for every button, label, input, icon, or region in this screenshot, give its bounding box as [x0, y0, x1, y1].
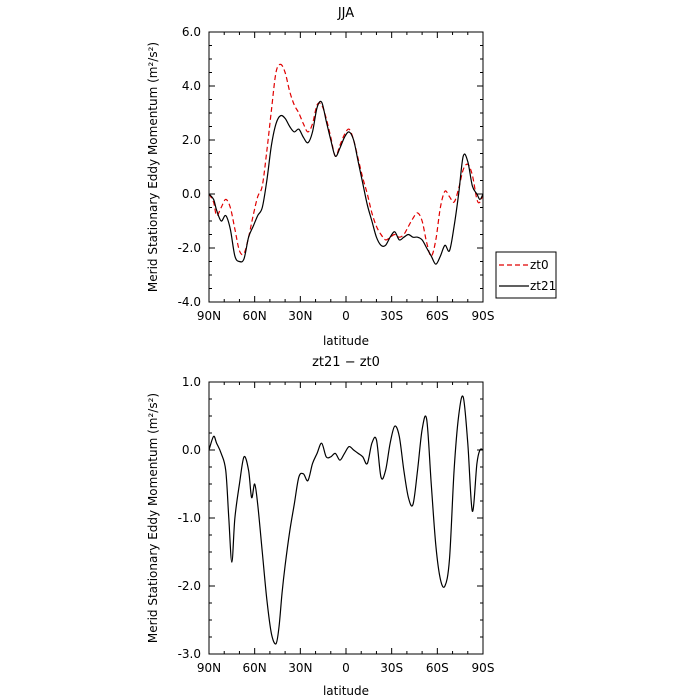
x-tick-label: 90N [197, 309, 221, 323]
panel-top-xlabel: latitude [323, 334, 369, 348]
x-tick-label: 30S [380, 661, 403, 675]
y-tick-label: -2.0 [178, 241, 201, 255]
series-line-zt21 [208, 100, 484, 265]
panel-top-frame [208, 31, 484, 303]
y-tick-label: 0.0 [182, 187, 201, 201]
panel-top-title: JJA [337, 6, 354, 21]
panel-bottom-series [208, 395, 484, 645]
x-tick-label: 0 [342, 309, 350, 323]
legend: zt0 zt21 [495, 251, 557, 299]
x-tick-label: 90S [472, 309, 495, 323]
series-line-zt0 [208, 63, 484, 257]
y-tick-label: -2.0 [178, 579, 201, 593]
x-tick-label: 30N [288, 661, 312, 675]
x-tick-label: 30N [288, 309, 312, 323]
legend-label-zt21: zt21 [530, 279, 556, 293]
y-tick-label: 4.0 [182, 79, 201, 93]
x-tick-label: 60S [426, 661, 449, 675]
panel-top: JJA 90N 60N 30N 0 30S 60S 90S 6.0 4.0 2.0 0.0 -2.0 -… [146, 6, 557, 348]
panel-bottom-ticks: 90N 60N 30N 0 30S 60S 90S 1.0 0.0 -1.0 -2.0 -3.0 [178, 375, 495, 675]
y-tick-label: 2.0 [182, 133, 201, 147]
y-tick-label: -4.0 [178, 295, 201, 309]
legend-box [495, 251, 557, 299]
panel-bottom-title: zt21 − zt0 [312, 355, 380, 370]
y-tick-label: 0.0 [182, 443, 201, 457]
panel-bottom: zt21 − zt0 90N 60N 30N 0 30S 60S 90S 1.0 0.0 -1.0… [146, 355, 494, 698]
y-tick-label: 1.0 [182, 375, 201, 389]
x-tick-label: 90N [197, 661, 221, 675]
x-tick-label: 60N [243, 309, 267, 323]
y-tick-label: 6.0 [182, 25, 201, 39]
panel-top-series [208, 63, 484, 265]
x-tick-label: 60N [243, 661, 267, 675]
x-tick-label: 30S [380, 309, 403, 323]
panel-bottom-xlabel: latitude [323, 684, 369, 698]
x-tick-label: 60S [426, 309, 449, 323]
series-line-diff-0 [208, 395, 484, 645]
x-tick-label: 90S [472, 661, 495, 675]
panel-bottom-ylabel: Merid Stationary Eddy Momentum (m²/s²) [146, 393, 160, 643]
panel-top-ticks: 90N 60N 30N 0 30S 60S 90S 6.0 4.0 2.0 0.0 -2.0 -4.0 [178, 25, 495, 323]
x-tick-label: 0 [342, 661, 350, 675]
legend-label-zt0: zt0 [530, 258, 549, 272]
y-tick-label: -1.0 [178, 511, 201, 525]
panel-top-ylabel: Merid Stationary Eddy Momentum (m²/s²) [146, 42, 160, 292]
panel-bottom-frame [208, 381, 484, 655]
y-tick-label: -3.0 [178, 647, 201, 661]
